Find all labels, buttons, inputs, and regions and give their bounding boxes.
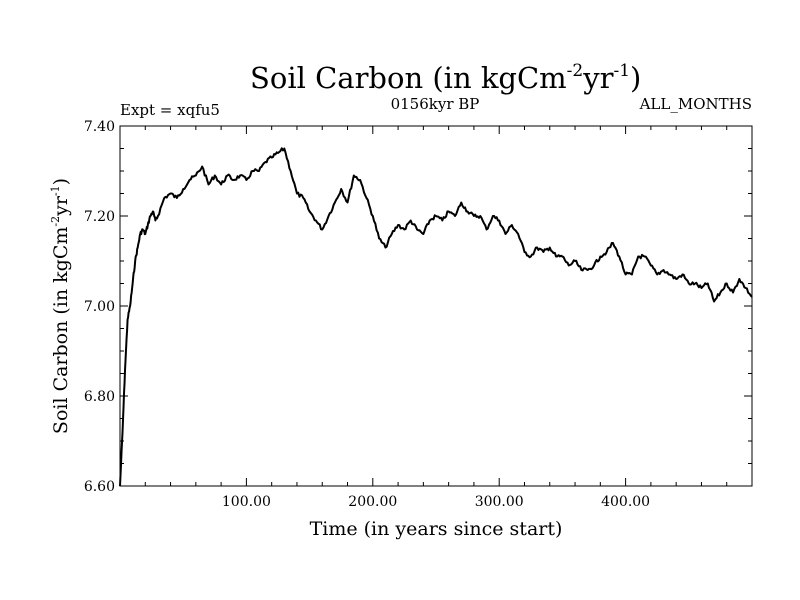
x-axis: 100.00 200.00 300.00 400.00 [144,126,728,510]
ylabel-sup1: -2 [49,216,62,227]
y-axis: 6.60 6.80 7.00 7.20 7.40 [84,119,752,495]
subtitle-months: ALL_MONTHS [639,95,752,113]
ylabel-main: Soil Carbon (in kgCm [50,227,72,434]
svg-text:Soil Carbon (in kgCm-2yr-1): Soil Carbon (in kgCm-2yr-1) [49,178,72,434]
plot-frame [119,125,753,487]
svg-text:Soil Carbon (in kgCm-2yr-1): Soil Carbon (in kgCm-2yr-1) [250,61,641,95]
ylabel-sup2: -1 [49,185,62,196]
x-tick-label: 400.00 [601,494,650,510]
y-tick-label: 7.40 [84,119,115,135]
y-tick-label: 7.20 [84,209,115,225]
subtitle-experiment: Expt = xqfu5 [120,101,220,119]
ylabel-mid: yr [50,195,72,217]
title-sup2: -1 [613,61,630,81]
title-end: ) [630,61,641,95]
y-axis-label: Soil Carbon (in kgCm-2yr-1) [49,178,72,434]
subtitle-period: 0156kyr BP [391,95,480,113]
title-main: Soil Carbon (in kgCm [250,61,567,95]
ylabel-end: ) [50,178,72,185]
y-tick-label: 6.60 [84,479,115,495]
y-tick-label: 6.80 [84,389,115,405]
x-tick-label: 300.00 [475,494,524,510]
title-sup1: -2 [567,61,584,81]
y-tick-label: 7.00 [84,299,115,315]
chart-title: Soil Carbon (in kgCm-2yr-1) [250,61,641,95]
x-tick-label: 100.00 [222,494,271,510]
x-tick-label: 200.00 [348,494,397,510]
series-line-soil-carbon [119,147,753,487]
title-mid: yr [582,61,613,95]
x-axis-label: Time (in years since start) [310,518,563,540]
